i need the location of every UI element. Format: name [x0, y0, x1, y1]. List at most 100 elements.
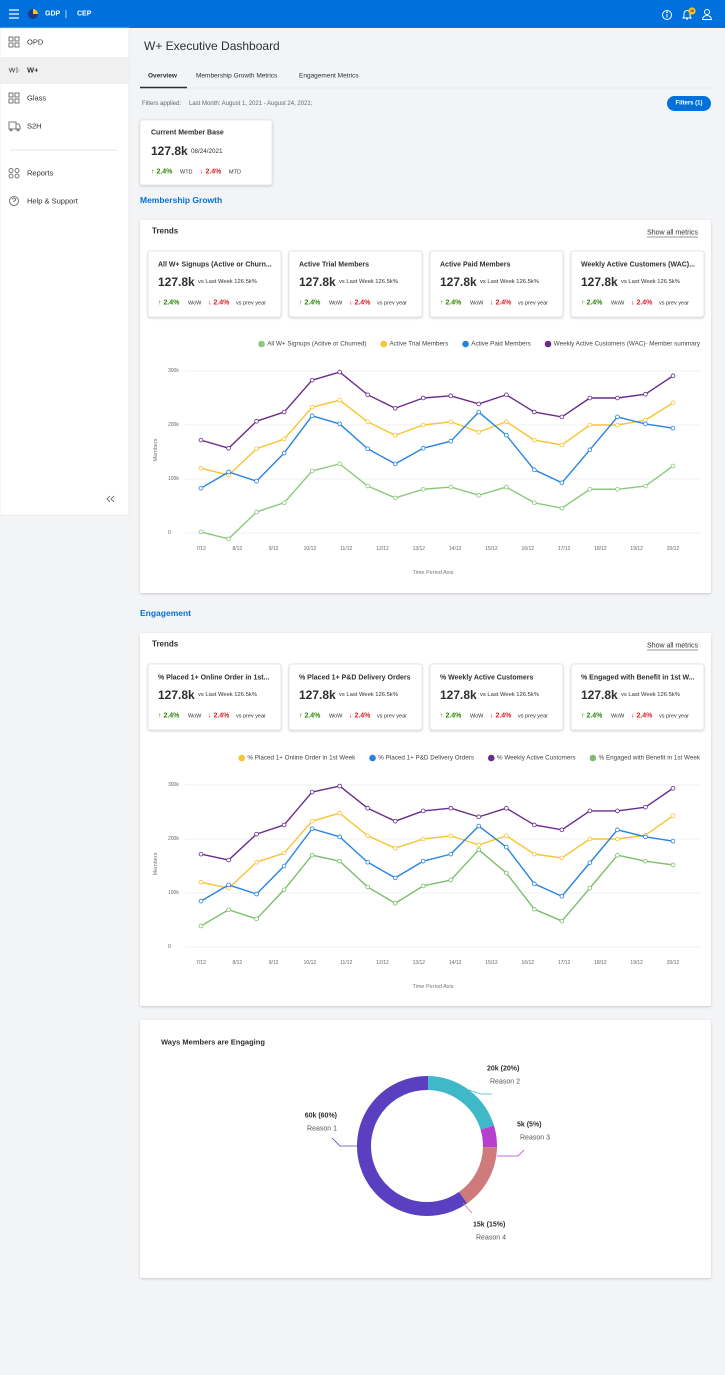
point [476, 409, 482, 415]
trend-up: ↑ 2.4% [299, 300, 321, 307]
point [392, 461, 398, 467]
x-tick-label: 17/12 [558, 960, 571, 966]
x-axis-label: Time Period Axis [412, 984, 453, 990]
point [254, 446, 259, 452]
point [226, 536, 231, 542]
point [365, 859, 370, 865]
metric-value: 127.8k [299, 275, 336, 289]
show-all-link[interactable]: Show all metrics [647, 230, 698, 237]
segment-value-label: 15k (15%) [473, 1222, 505, 1229]
panel-title: Trends [152, 227, 179, 236]
metric-title: % Placed 1+ P&D Delivery Orders [299, 675, 411, 682]
tab[interactable]: Engagement Metrics [299, 73, 359, 80]
selected-row [0, 57, 129, 84]
donut-segment [458, 1146, 497, 1204]
point [365, 483, 370, 489]
user-icon[interactable] [701, 9, 713, 20]
point [420, 445, 426, 451]
trend-up-label: WTD [180, 170, 193, 176]
metric-card [429, 250, 564, 318]
metric-card [429, 663, 564, 731]
metric-title: Weekly Active Customers (WAC)... [581, 262, 695, 269]
donut-segment [427, 1076, 494, 1130]
legend-marker [258, 340, 265, 348]
point [670, 425, 676, 431]
bell-icon[interactable] [682, 10, 692, 20]
x-tick-label: 20/12 [667, 960, 680, 966]
x-tick-label: 12/12 [376, 960, 389, 966]
point [420, 422, 426, 428]
point [448, 833, 454, 839]
point [309, 852, 315, 858]
point [615, 852, 620, 858]
point [448, 851, 454, 857]
point [587, 885, 593, 891]
metric-compare: vs Last Week 126.5k% [621, 279, 680, 285]
y-axis-label: Members [153, 852, 159, 875]
point [670, 400, 676, 406]
point [226, 857, 231, 863]
filters-label: Filters applied: [142, 101, 181, 107]
trend-up: ↑ 2.4% [158, 300, 180, 307]
x-tick-label: 11/12 [340, 960, 352, 966]
point [281, 500, 287, 506]
nav-item[interactable]: Glass [27, 94, 46, 103]
x-tick-label: 13/12 [413, 960, 426, 966]
donut-segment [357, 1076, 468, 1216]
series-line [200, 371, 674, 449]
trend-up-label: WoW [611, 714, 625, 720]
menu-icon[interactable] [9, 9, 19, 19]
point [448, 484, 454, 490]
x-tick-label: 12/12 [376, 546, 389, 552]
show-all-link[interactable]: Show all metrics [647, 643, 698, 650]
point [587, 395, 593, 401]
point [476, 847, 482, 853]
filters-button[interactable] [667, 96, 711, 111]
collapse-icon[interactable] [106, 495, 115, 503]
legend-label: Weekly Active Customers (WAC)- Member su… [554, 341, 701, 348]
x-tick-label: 11/12 [340, 546, 352, 552]
leader-line [468, 1089, 492, 1095]
trend-down-label: vs prev year [659, 714, 689, 720]
point [670, 862, 676, 868]
point [532, 906, 537, 912]
notification-count: 10 [690, 9, 694, 13]
nav-item[interactable]: S2H [27, 122, 42, 131]
point [337, 834, 342, 840]
point [670, 463, 676, 469]
info-icon[interactable] [662, 10, 672, 20]
point [587, 447, 593, 453]
trend-down: ↓ 2.4% [490, 300, 512, 307]
leader-line [331, 1137, 357, 1147]
x-tick-label: 10/12 [304, 960, 317, 966]
point [365, 884, 370, 890]
point [420, 486, 426, 492]
x-tick-label: 15/12 [485, 960, 498, 966]
y-axis-label: Members [153, 438, 159, 461]
tab[interactable]: Membership Growth Metrics [196, 73, 278, 80]
trend-up-label: WoW [188, 301, 202, 307]
legend-marker [487, 754, 495, 762]
point [643, 834, 648, 840]
trend-down: ↓ 2.4% [349, 300, 371, 307]
x-tick-label: 17/12 [558, 546, 571, 552]
point [615, 808, 620, 814]
metric-value: 127.8k [440, 688, 477, 702]
nav-item[interactable]: Help & Support [27, 197, 79, 206]
point [337, 858, 342, 864]
point [337, 810, 342, 816]
tab[interactable]: Overview [148, 73, 178, 80]
nav-item[interactable]: OPD [27, 38, 44, 47]
point [504, 419, 509, 425]
point [309, 413, 315, 419]
nav-item[interactable]: Reports [27, 169, 54, 178]
point [226, 445, 231, 451]
nav-item[interactable]: W+ [27, 66, 39, 75]
point [504, 392, 509, 398]
point [254, 418, 259, 424]
point [226, 469, 231, 475]
filters-button-label[interactable]: Filters (1) [675, 101, 702, 107]
metric-card [147, 663, 282, 731]
metric-compare: vs Last Week 126.5k% [198, 279, 257, 285]
metric-value: 127.8k [581, 688, 618, 702]
